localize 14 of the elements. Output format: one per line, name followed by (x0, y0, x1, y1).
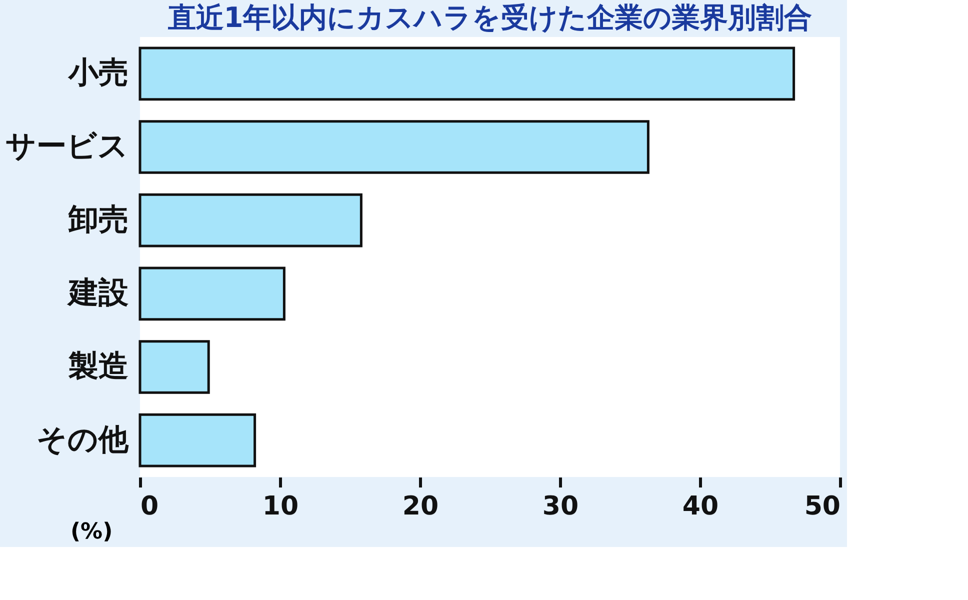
x-axis-title: (%) (70, 520, 113, 544)
y-tick-label: サービス (6, 129, 128, 164)
y-tick-label: その他 (36, 422, 130, 458)
y-tick-label: 小売 (68, 56, 128, 91)
x-tick-label: 20 (402, 492, 439, 522)
y-tick-label: 卸売 (68, 202, 128, 238)
y-tick-label: 製造 (68, 349, 128, 384)
chart-title: 直近1年以内にカスハラを受けた企業の業界別割合 (166, 1, 812, 34)
x-tick-label: 50 (804, 492, 840, 522)
x-tick-label: 40 (682, 492, 719, 522)
x-tick-label: 0 (140, 492, 159, 522)
x-tick-label: 30 (542, 492, 579, 522)
y-tick-label: 建設 (66, 276, 128, 311)
x-tick-label: 10 (262, 492, 299, 522)
